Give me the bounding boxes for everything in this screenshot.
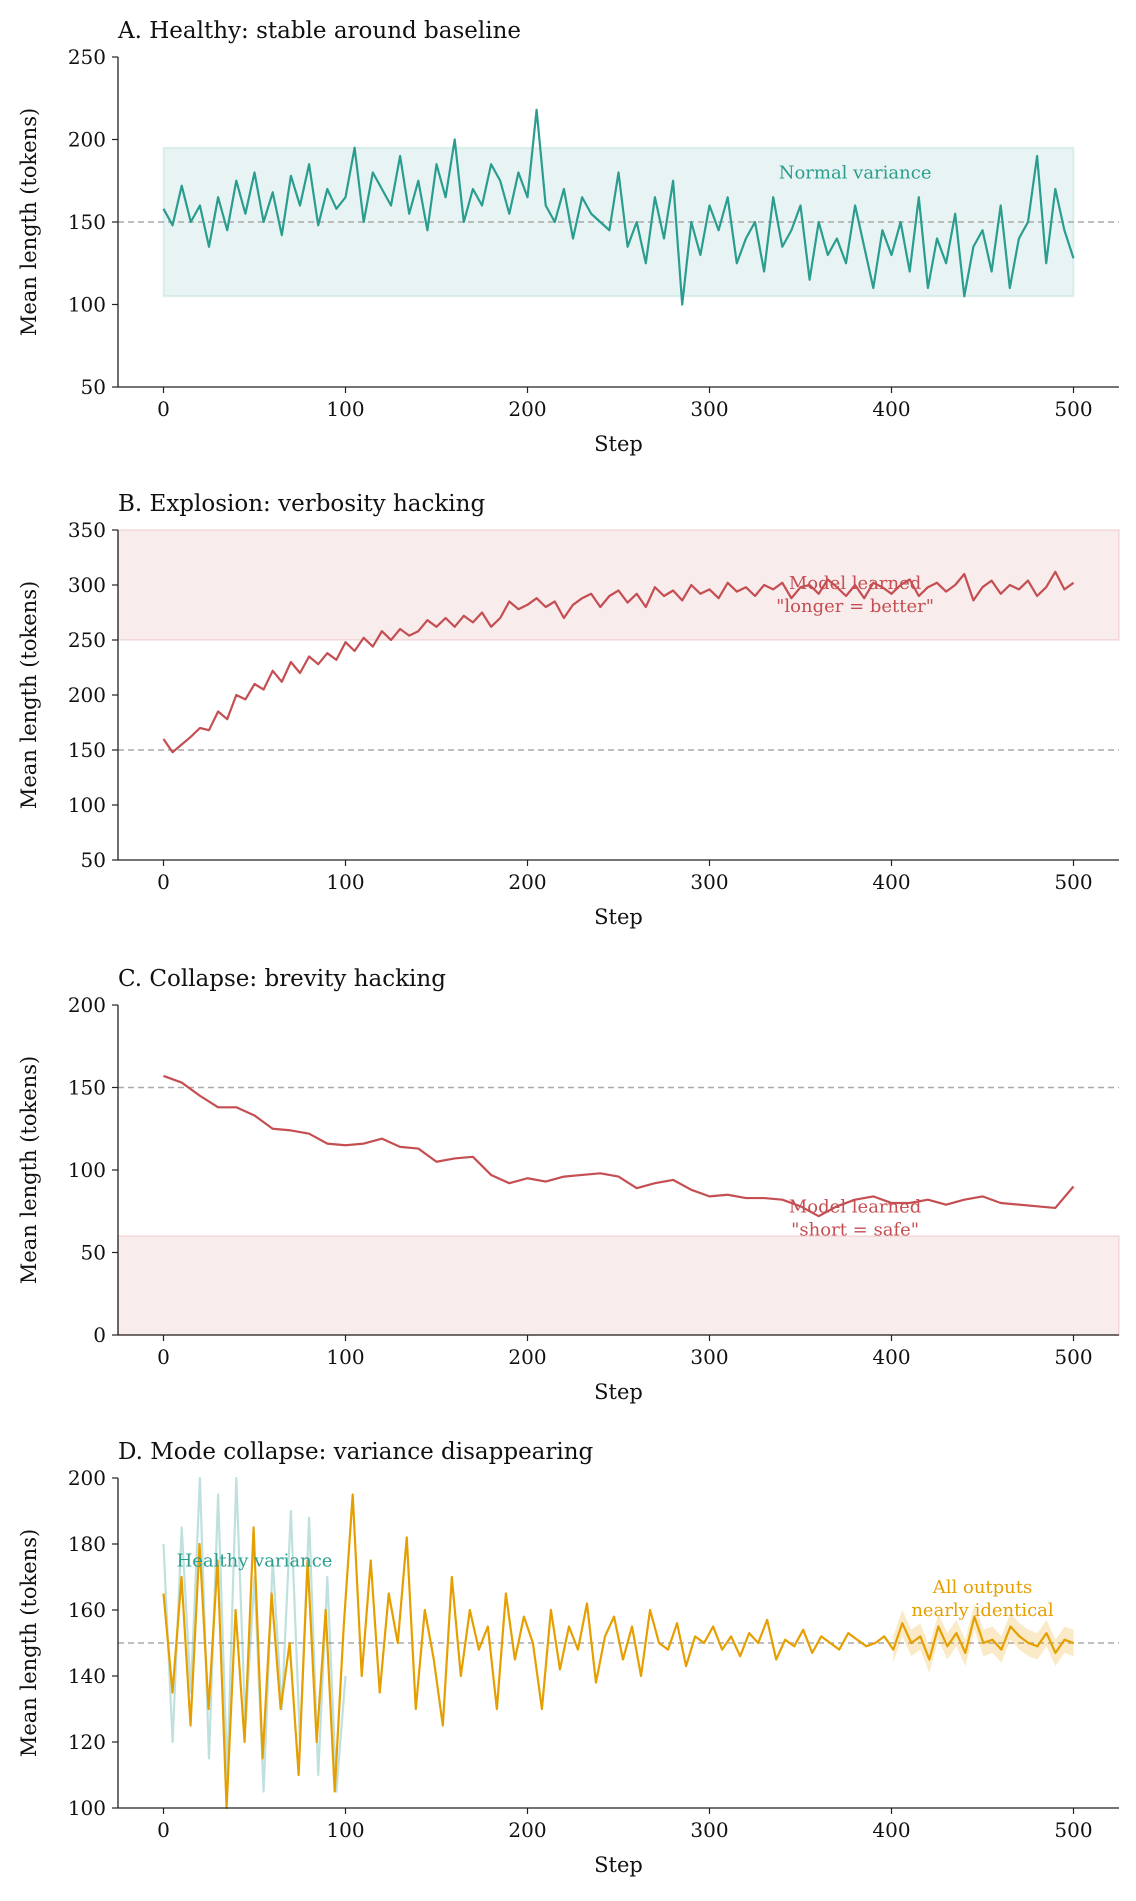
x-tick-label: 500 — [1054, 397, 1092, 421]
variance-band — [893, 1603, 1074, 1673]
x-tick-label: 500 — [1054, 1818, 1092, 1842]
panel-d: 0 100 200 300 400 500 100 120 140 160 180 200 D. Mod… — [17, 1439, 1119, 1877]
y-tick-label: 200 — [68, 1466, 106, 1490]
y-tick-label: 250 — [68, 628, 106, 652]
x-tick-label: 200 — [508, 1345, 546, 1369]
x-tick-label: 500 — [1054, 870, 1092, 894]
chart-title: A. Healthy: stable around baseline — [117, 18, 521, 44]
y-tick-label: 200 — [68, 128, 106, 152]
y-tick-label: 350 — [68, 518, 106, 542]
panel-b: 0 100 200 300 400 500 50 100 150 200 250 300 350 B. E… — [17, 491, 1120, 929]
annotation: All outputs — [932, 1577, 1032, 1598]
y-tick-label: 100 — [68, 1796, 106, 1820]
x-tick-label: 300 — [690, 1818, 728, 1842]
y-tick-label: 180 — [68, 1532, 106, 1556]
annotation: nearly identical — [911, 1600, 1054, 1621]
y-tick-label: 150 — [68, 738, 106, 762]
y-tick-label: 100 — [68, 1158, 106, 1182]
panel-a: 0 100 200 300 400 500 50 100 150 200 250 A. Healthy… — [17, 18, 1119, 456]
y-axis-label: Mean length (tokens) — [17, 108, 41, 336]
x-tick-label: 0 — [157, 870, 170, 894]
y-tick-label: 140 — [68, 1664, 106, 1688]
x-tick-label: 100 — [326, 397, 364, 421]
y-tick-label: 200 — [68, 683, 106, 707]
x-tick-label: 300 — [690, 397, 728, 421]
y-tick-label: 150 — [68, 210, 106, 234]
y-tick-label: 120 — [68, 1730, 106, 1754]
y-axis-label: Mean length (tokens) — [17, 1529, 41, 1757]
x-tick-label: 200 — [508, 1818, 546, 1842]
series-line-0 — [162, 108, 1075, 306]
x-tick-label: 400 — [872, 1818, 910, 1842]
x-tick-label: 300 — [690, 1345, 728, 1369]
shaded-band — [117, 1235, 1120, 1336]
x-axis-label: Step — [594, 905, 643, 929]
series-line-0 — [162, 1476, 347, 1793]
x-tick-label: 400 — [872, 1345, 910, 1369]
series-line-1 — [162, 1493, 1074, 1810]
x-tick-label: 0 — [157, 397, 170, 421]
shaded-band — [117, 529, 1120, 641]
annotation: "short = safe" — [791, 1219, 919, 1240]
y-tick-label: 150 — [68, 1076, 106, 1100]
x-tick-label: 100 — [326, 1345, 364, 1369]
x-tick-label: 100 — [326, 870, 364, 894]
annotation: "longer = better" — [776, 596, 934, 617]
y-tick-label: 50 — [81, 1241, 106, 1265]
x-axis-label: Step — [594, 1853, 643, 1877]
annotation: Normal variance — [779, 163, 932, 184]
y-axis-label: Mean length (tokens) — [17, 581, 41, 809]
chart-title: C. Collapse: brevity hacking — [118, 966, 446, 992]
x-tick-label: 100 — [326, 1818, 364, 1842]
y-tick-label: 300 — [68, 573, 106, 597]
x-axis-label: Step — [594, 1380, 643, 1404]
y-tick-label: 160 — [68, 1598, 106, 1622]
x-tick-label: 200 — [508, 870, 546, 894]
chart-title: D. Mode collapse: variance disappearing — [118, 1439, 594, 1465]
x-tick-label: 500 — [1054, 1345, 1092, 1369]
annotation: Healthy variance — [177, 1551, 333, 1572]
y-tick-label: 50 — [81, 848, 106, 872]
annotation: Model learned — [789, 1196, 921, 1217]
x-tick-label: 400 — [872, 870, 910, 894]
annotation: Model learned — [789, 573, 921, 594]
chart-title: B. Explosion: verbosity hacking — [118, 491, 485, 517]
y-tick-label: 50 — [81, 375, 106, 399]
panel-c: 0 100 200 300 400 500 0 50 100 150 200 C. Collapse:… — [17, 966, 1120, 1404]
x-tick-label: 0 — [157, 1345, 170, 1369]
y-axis-label: Mean length (tokens) — [17, 1056, 41, 1284]
y-tick-label: 100 — [68, 793, 106, 817]
y-tick-label: 250 — [68, 45, 106, 69]
series-line-0 — [162, 570, 1075, 754]
x-tick-label: 300 — [690, 870, 728, 894]
y-tick-label: 100 — [68, 293, 106, 317]
y-tick-label: 200 — [68, 993, 106, 1017]
y-tick-label: 0 — [93, 1323, 106, 1347]
x-tick-label: 0 — [157, 1818, 170, 1842]
series-line-0 — [163, 1074, 1075, 1218]
x-axis-label: Step — [594, 432, 643, 456]
x-tick-label: 200 — [508, 397, 546, 421]
x-tick-label: 400 — [872, 397, 910, 421]
